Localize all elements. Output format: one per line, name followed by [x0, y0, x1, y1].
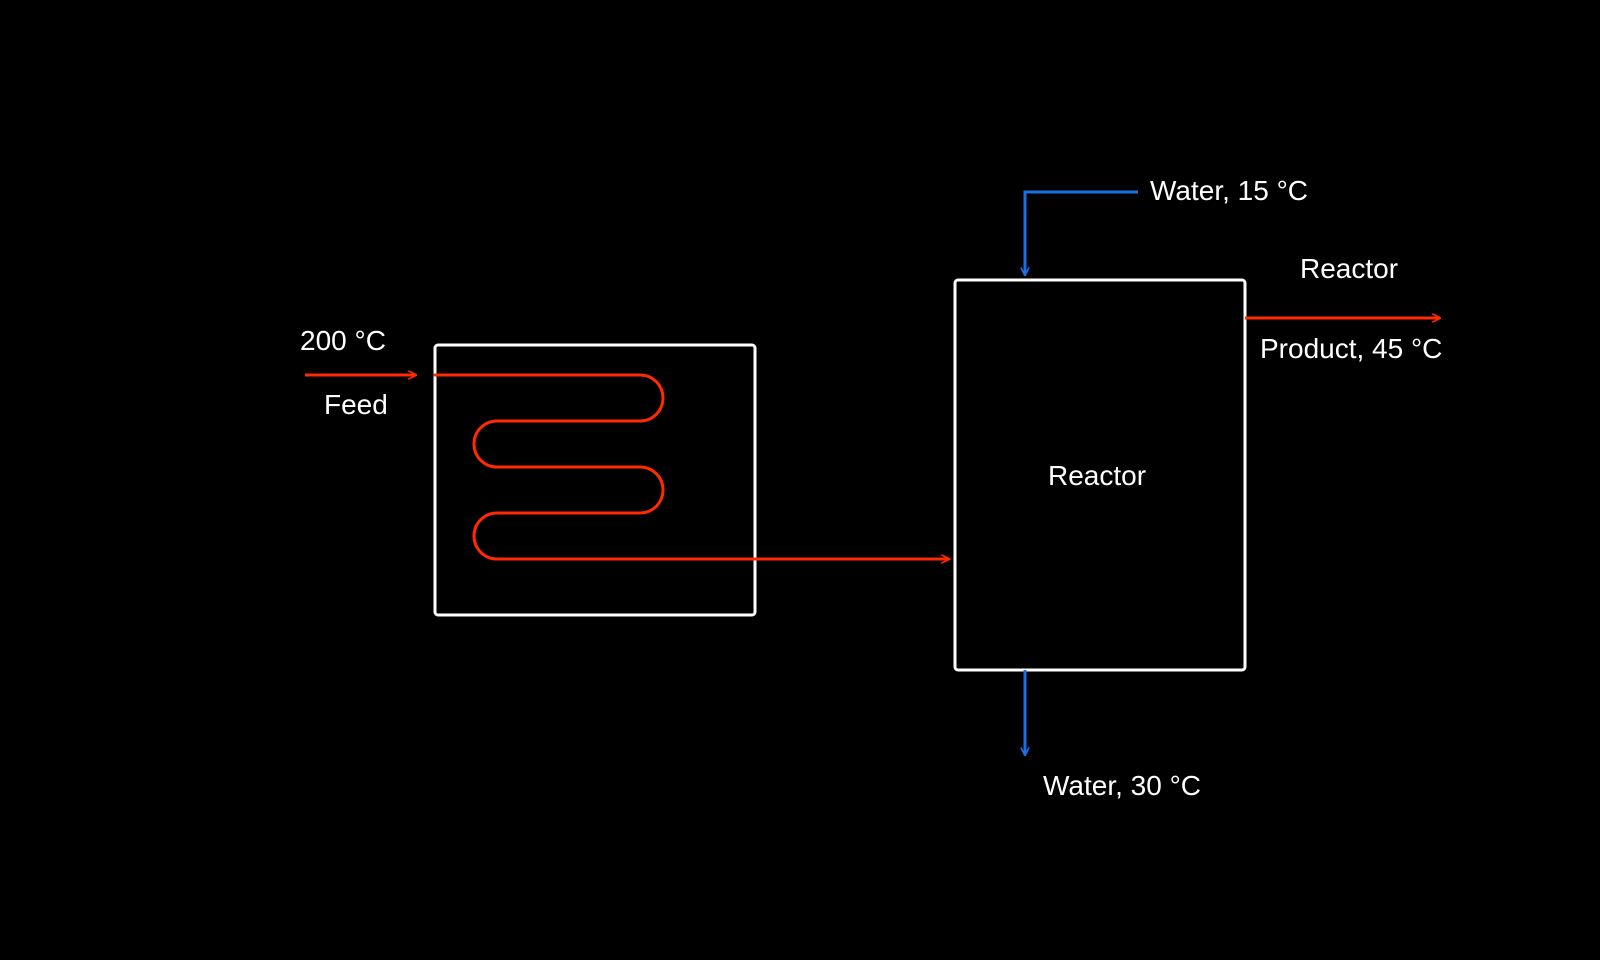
feed-label: Feed: [324, 389, 388, 420]
process-diagram: 200 °C Feed Water, 15 °C Water, 30 °C Re…: [0, 0, 1600, 960]
hot-stream-coil: [435, 375, 949, 559]
water-in-label: Water, 15 °C: [1150, 175, 1308, 206]
water-out-label: Water, 30 °C: [1043, 770, 1201, 801]
reactor-product-label-2: Product, 45 °C: [1260, 333, 1442, 364]
feed-temp-label: 200 °C: [300, 325, 386, 356]
cooling-water-in-arrow: [1025, 192, 1138, 275]
reactor-product-label-1: Reactor: [1300, 253, 1398, 284]
reactor-name-label: Reactor: [1048, 460, 1146, 491]
heat-exchanger-box: [435, 345, 755, 615]
